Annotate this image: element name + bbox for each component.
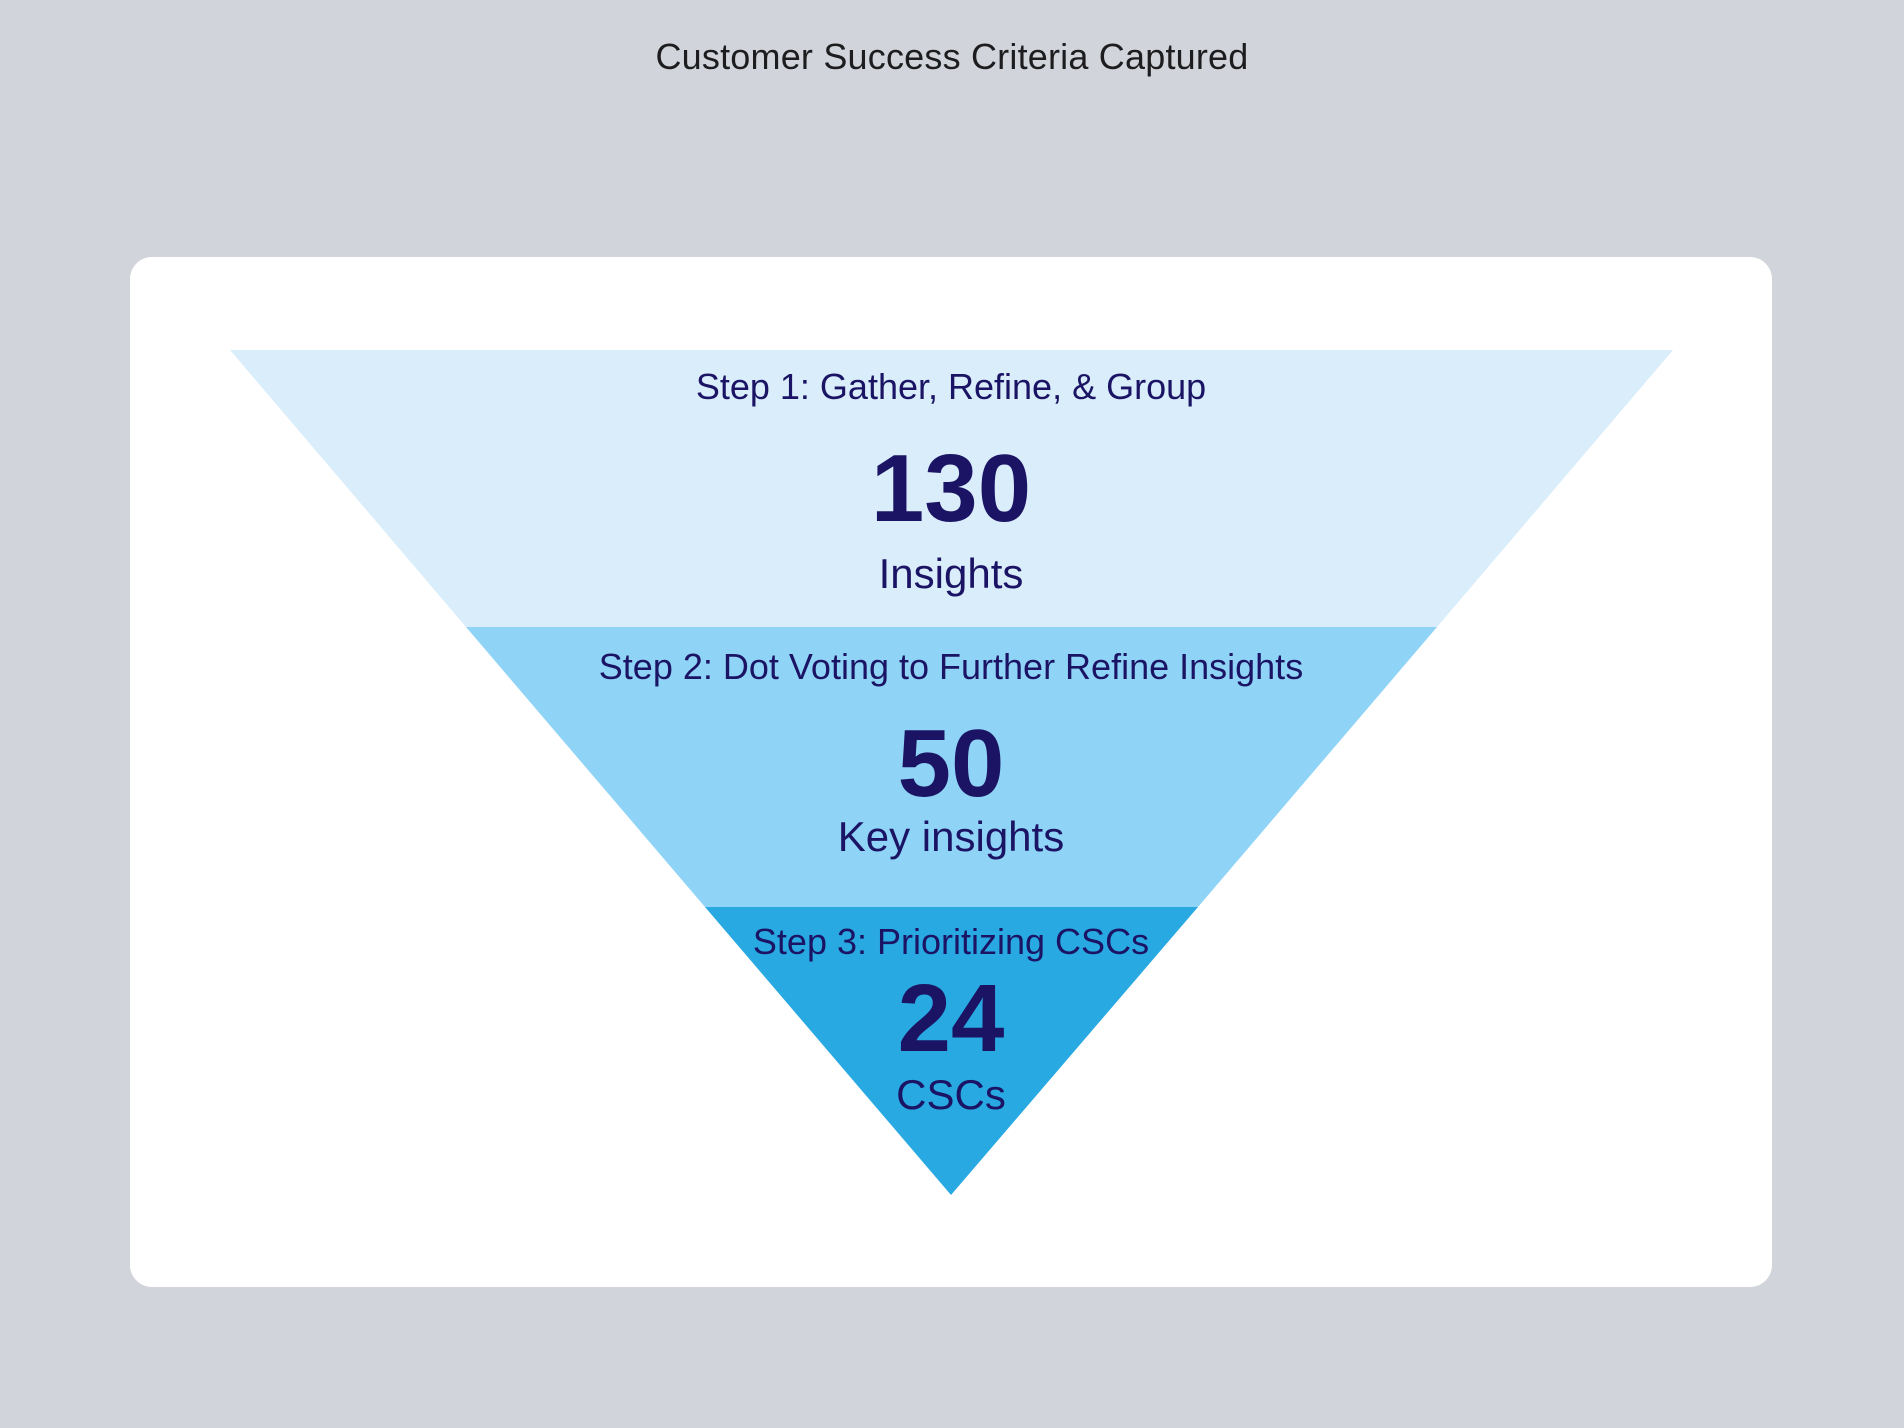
- stage-3-unit-label: CSCs: [896, 1071, 1006, 1118]
- stage-1-unit-label: Insights: [878, 550, 1024, 597]
- stage-3-step-label: Step 3: Prioritizing CSCs: [752, 921, 1150, 962]
- funnel-segment-3: [705, 907, 1198, 1195]
- stage-2-unit-label: Key insights: [837, 813, 1065, 860]
- stage-2-step-label: Step 2: Dot Voting to Further Refine Ins…: [598, 646, 1304, 687]
- page-title: Customer Success Criteria Captured: [655, 36, 1249, 77]
- chart-card: Step 1: Gather, Refine, & Group 130 Insi…: [130, 257, 1772, 1287]
- stage-2-value: 50: [897, 710, 1005, 817]
- funnel-segment-1: [230, 350, 1673, 627]
- stage-1-value: 130: [870, 435, 1032, 542]
- stage-1-step-label: Step 1: Gather, Refine, & Group: [695, 366, 1207, 407]
- stage-3-value: 24: [897, 965, 1005, 1072]
- funnel-segment-2: [466, 627, 1437, 907]
- funnel-chart: [230, 350, 1673, 1195]
